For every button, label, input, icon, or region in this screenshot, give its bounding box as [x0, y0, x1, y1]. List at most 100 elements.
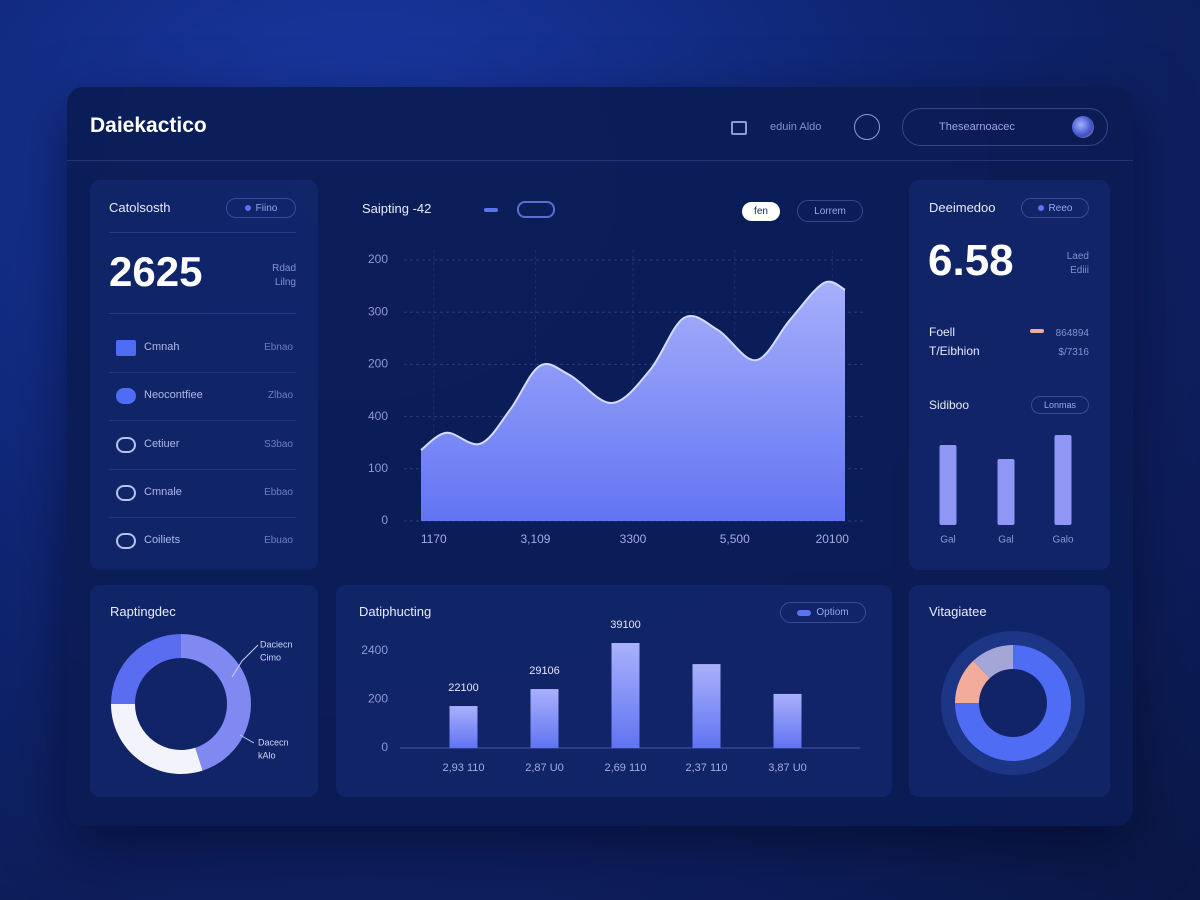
note-line: Rdad — [272, 263, 296, 274]
card-badge[interactable]: Reeo — [1021, 198, 1089, 218]
header-divider — [67, 160, 1133, 161]
row-value: 864894 — [1055, 328, 1089, 339]
item-icon — [116, 533, 136, 549]
card-badge[interactable]: Fiino — [226, 198, 296, 218]
item-icon — [116, 340, 136, 356]
filter-button[interactable]: fen — [742, 202, 780, 221]
y-tick-label: 100 — [368, 461, 388, 475]
item-label: Cetiuer — [144, 438, 180, 450]
row-values: 864894 $/7316 — [1040, 324, 1089, 362]
y-tick-label: 0 — [381, 740, 388, 754]
item-value: Zlbao — [267, 390, 293, 401]
section-title: Sidiboo — [929, 398, 970, 412]
row-value: $/7316 — [1058, 347, 1089, 358]
y-tick-label: 0 — [381, 513, 388, 527]
x-tick-label: 3,87 U0 — [768, 762, 807, 774]
card-title: Deeimedoo — [929, 200, 996, 215]
x-tick-label: 2,93 110 — [442, 762, 484, 774]
filter-button[interactable]: Lorrem — [797, 200, 863, 222]
legend-swatch — [484, 208, 498, 212]
donut-segment — [111, 704, 203, 774]
annotation: kAlo — [258, 750, 276, 760]
bar-annotation: 29106 — [529, 665, 560, 677]
item-label: Neocontfiee — [144, 389, 203, 401]
divider — [109, 313, 296, 314]
value-note: Laed Ediii — [1040, 250, 1089, 278]
donut-chart: Daciecn Cimo Dacecn kAlo — [111, 634, 293, 774]
donut-chart — [941, 631, 1085, 775]
nav-link[interactable]: eduin Aldo — [770, 121, 822, 133]
x-tick-label: 2,87 U0 — [525, 762, 564, 774]
x-tick-label: Galo — [1052, 535, 1074, 546]
annotation: Cimo — [260, 652, 281, 662]
big-value: 6.58 — [928, 236, 1014, 285]
bar — [997, 459, 1015, 525]
divider — [109, 517, 296, 518]
avatar[interactable] — [1072, 116, 1094, 138]
y-tick-label: 200 — [368, 357, 388, 371]
x-tick-label: 3,109 — [520, 532, 550, 546]
row-swatch — [1030, 329, 1044, 333]
donut-segment — [111, 634, 181, 704]
y-tick-label: 400 — [368, 409, 388, 423]
search-placeholder: Thesearnoacec — [939, 121, 1015, 133]
button-text: fen — [754, 206, 768, 217]
item-label: Cmnah — [144, 341, 180, 353]
annotation: Daciecn — [260, 639, 293, 649]
mini-bar-chart: Gal Gal Galo — [939, 435, 1074, 546]
y-tick-label: 200 — [368, 692, 388, 706]
divider — [109, 372, 296, 373]
x-tick-label: 2,37 110 — [685, 762, 727, 774]
y-tick-label: 200 — [368, 252, 388, 266]
toggle[interactable] — [517, 201, 555, 218]
nav-icon[interactable] — [731, 121, 747, 135]
bar — [939, 445, 957, 525]
divider — [109, 232, 296, 233]
search-box[interactable]: Thesearnoacec — [902, 108, 1108, 146]
item-value: Ebuao — [264, 535, 293, 546]
bar — [1054, 435, 1072, 525]
donut-segment — [973, 645, 1013, 679]
x-tick-label: 3300 — [620, 532, 647, 546]
badge-text: Reeo — [1048, 202, 1073, 214]
bar-annotation: 39100 — [610, 619, 641, 631]
item-value: S3bao — [264, 439, 293, 450]
divider — [109, 420, 296, 421]
item-value: Ebnao — [264, 342, 293, 353]
note-line: Lilng — [274, 277, 296, 288]
area-fill — [421, 281, 845, 521]
row-label: T/Eibhion — [929, 344, 980, 358]
bar — [530, 689, 559, 748]
bar-chart: 0 200 2400 2,93 110 22100 2,87 U0 29106 2,69 11… — [361, 619, 860, 774]
info-button[interactable] — [854, 114, 880, 140]
card-badge[interactable]: Optiom — [780, 602, 866, 623]
badge-text: Fiino — [255, 202, 278, 214]
bar — [773, 693, 802, 748]
leader-line — [231, 644, 259, 678]
item-value: Ebbao — [264, 487, 293, 498]
note-line: Ediii — [1070, 265, 1089, 276]
item-label: Coiliets — [144, 534, 181, 546]
section-badge[interactable]: Lonmas — [1031, 396, 1089, 414]
summary-card — [90, 180, 318, 570]
item-icon — [116, 437, 136, 453]
donut-segment — [955, 660, 990, 703]
leader-line — [239, 734, 255, 744]
x-tick-label: Gal — [998, 535, 1014, 546]
area-chart: 0 100 400 200 300 200 1170 3,109 3300 5,500 20100 — [368, 250, 866, 546]
donut-track — [941, 631, 1085, 775]
bar-annotation: 22100 — [448, 682, 479, 694]
donut-segment — [181, 634, 251, 771]
bar — [611, 642, 640, 748]
y-tick-label: 2400 — [361, 643, 388, 657]
app-title: Daiekactico — [90, 114, 207, 137]
chart-title: Saipting -42 — [362, 201, 432, 216]
x-tick-label: Gal — [940, 535, 956, 546]
big-value: 2625 — [109, 248, 203, 295]
x-tick-label: 2,69 110 — [604, 762, 646, 774]
y-tick-label: 300 — [368, 304, 388, 318]
badge-text: Lonmas — [1043, 400, 1077, 410]
value-note: Rdad Lilng — [250, 262, 296, 290]
note-line: Laed — [1066, 251, 1089, 262]
